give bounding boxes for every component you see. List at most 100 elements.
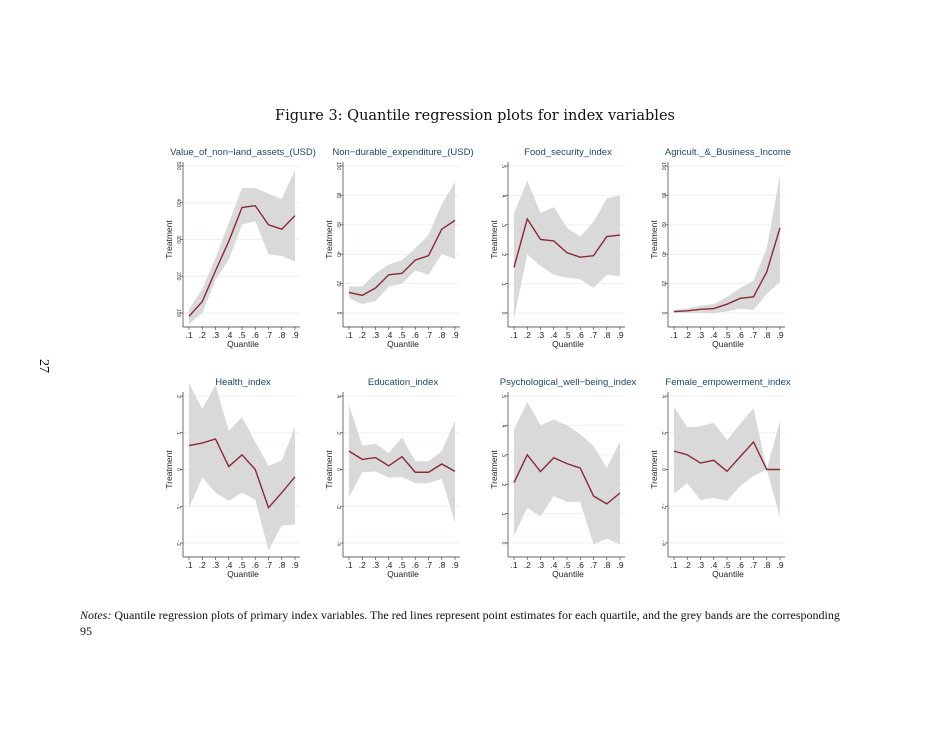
x-tick-label: .8 <box>603 560 610 570</box>
y-tick-label: -.1 <box>175 503 181 509</box>
x-tick-label: .3 <box>537 330 544 340</box>
x-tick-label: .8 <box>438 330 445 340</box>
y-axis-label: Treatment <box>649 220 659 259</box>
confidence-band <box>674 407 780 518</box>
x-tick-label: .1 <box>670 330 677 340</box>
y-tick-label: 0 <box>500 542 506 545</box>
estimate-line <box>348 450 456 473</box>
x-tick-label: .7 <box>590 330 597 340</box>
notes-continuation: 95 <box>80 624 92 638</box>
chart-panel: Value_of_non−land_assets_(USD) 100 200 300 4… <box>164 147 316 349</box>
x-tick-label: .5 <box>723 560 730 570</box>
x-tick-label: .6 <box>737 330 744 340</box>
x-tick-label: .3 <box>697 330 704 340</box>
x-tick-label: .1 <box>185 560 192 570</box>
y-tick-label: 200 <box>175 272 181 281</box>
x-tick-label: .2 <box>199 560 206 570</box>
chart-title: Agricult._&_Business_Income <box>665 147 791 158</box>
x-tick-label: .4 <box>225 560 232 570</box>
chart-title: Non−durable_expenditure_(USD) <box>332 147 473 158</box>
chart-title: Value_of_non−land_assets_(USD) <box>170 147 316 158</box>
y-axis-label: Treatment <box>324 450 334 489</box>
estimate-line <box>673 440 780 473</box>
chart-panel: Education_index -.4 -.2 0 .2 .4 .1 .2 .3 .4 .5 .6 .7… <box>324 377 460 579</box>
y-tick-label: .4 <box>335 394 341 398</box>
y-tick-label: 40 <box>335 251 341 257</box>
x-tick-label: .6 <box>577 560 584 570</box>
x-tick-label: .5 <box>238 560 245 570</box>
chart-title: Health_index <box>215 377 271 388</box>
x-tick-label: .2 <box>524 560 531 570</box>
x-axis-label: Quantile <box>227 569 259 579</box>
y-tick-label: -.2 <box>175 540 181 546</box>
chart-panel: Non−durable_expenditure_(USD) 0 20 40 60 80 10… <box>324 147 474 349</box>
x-tick-label: .1 <box>185 330 192 340</box>
estimate-line <box>513 217 621 268</box>
estimate-line <box>188 204 296 317</box>
x-tick-label: .7 <box>425 560 432 570</box>
y-tick-label: .5 <box>500 164 506 168</box>
chart-title: Food_security_index <box>524 147 612 158</box>
page-number: 27 <box>36 359 51 373</box>
y-tick-label: 60 <box>335 222 341 228</box>
y-tick-label: 60 <box>660 222 666 228</box>
x-tick-label: .7 <box>425 330 432 340</box>
y-tick-label: 100 <box>175 309 181 318</box>
x-tick-label: .3 <box>372 330 379 340</box>
x-axis-label: Quantile <box>712 569 744 579</box>
y-tick-label: 0 <box>175 468 181 471</box>
chart-panel: Agricult._&_Business_Income 0 20 40 60 80 100.… <box>649 147 791 349</box>
y-tick-label: .2 <box>335 431 341 435</box>
y-tick-label: .5 <box>500 394 506 398</box>
x-tick-label: .8 <box>438 560 445 570</box>
y-tick-label: .4 <box>500 423 506 427</box>
x-tick-label: .8 <box>278 330 285 340</box>
x-tick-label: .2 <box>199 330 206 340</box>
y-tick-label: .4 <box>660 394 666 398</box>
y-tick-label: .3 <box>500 453 506 457</box>
y-tick-label: .3 <box>500 223 506 227</box>
x-tick-label: .1 <box>345 560 352 570</box>
estimate-line <box>188 438 296 510</box>
y-tick-label: .2 <box>175 394 181 398</box>
y-axis-label: Treatment <box>649 450 659 489</box>
x-tick-label: .4 <box>550 560 557 570</box>
chart-panel: Food_security_index 0 .1 .2 .3 .4 .5 .1 .2 .3 .4 .5… <box>489 147 625 349</box>
confidence-band <box>189 383 295 551</box>
x-tick-label: .5 <box>238 330 245 340</box>
y-axis-label: Treatment <box>489 450 499 489</box>
y-tick-label: 0 <box>335 468 341 471</box>
x-tick-label: .5 <box>398 560 405 570</box>
y-tick-label: 500 <box>175 162 181 171</box>
confidence-band <box>189 169 295 325</box>
x-tick-label: .3 <box>372 560 379 570</box>
x-axis-label: Quantile <box>387 339 419 349</box>
x-axis-label: Quantile <box>387 569 419 579</box>
x-axis-label: Quantile <box>552 339 584 349</box>
y-tick-label: 100 <box>660 162 666 171</box>
y-tick-label: 80 <box>660 193 666 199</box>
y-axis-label: Treatment <box>489 220 499 259</box>
x-tick-label: .3 <box>212 560 219 570</box>
y-tick-label: 0 <box>660 312 666 315</box>
chart-title: Psychological_well−being_index <box>500 377 637 388</box>
y-tick-label: .1 <box>500 282 506 286</box>
figure-notes: Notes: Quantile regression plots of prim… <box>80 607 880 639</box>
y-tick-label: 0 <box>660 468 666 471</box>
estimate-line <box>348 219 456 297</box>
x-axis-label: Quantile <box>552 569 584 579</box>
x-tick-label: .1 <box>670 560 677 570</box>
x-tick-label: .9 <box>616 330 623 340</box>
y-tick-label: 100 <box>335 162 341 171</box>
x-tick-label: .4 <box>710 330 717 340</box>
x-tick-label: .4 <box>225 330 232 340</box>
notes-text: Quantile regression plots of primary ind… <box>114 608 840 622</box>
y-tick-label: .1 <box>175 431 181 435</box>
y-axis-label: Treatment <box>164 450 174 489</box>
notes-label: Notes: <box>80 608 112 622</box>
figure-title: Figure 3: Quantile regression plots for … <box>275 108 675 124</box>
x-tick-label: .5 <box>398 330 405 340</box>
chart-title: Education_index <box>368 377 438 388</box>
confidence-band <box>514 180 620 319</box>
x-tick-label: .9 <box>451 560 458 570</box>
